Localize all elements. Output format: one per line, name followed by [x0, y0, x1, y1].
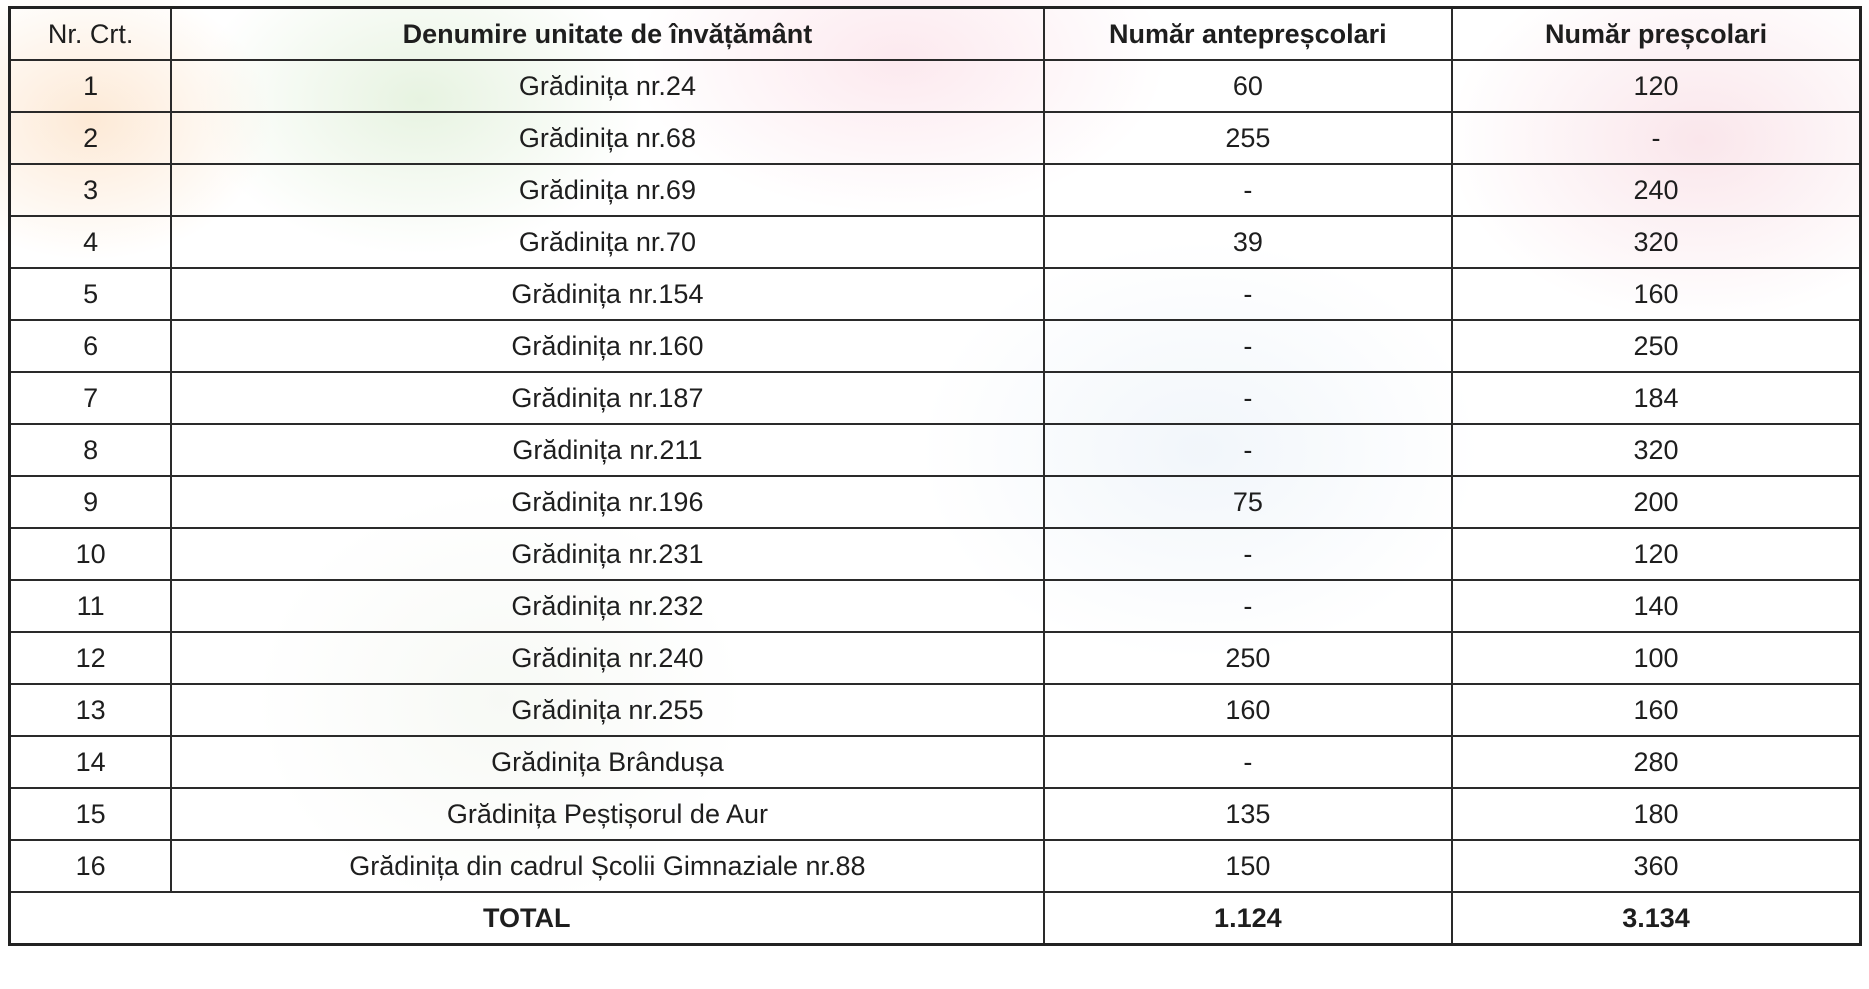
table-row: 12 Grădinița nr.240 250 100: [8, 631, 1862, 685]
cell-preschool: 100: [1451, 631, 1862, 685]
cell-nr: 2: [8, 111, 173, 165]
cell-antepreschool: 160: [1042, 683, 1454, 737]
cell-antepreschool: -: [1042, 735, 1454, 789]
table-row: 6 Grădinița nr.160-250: [8, 319, 1862, 373]
cell-nr: 14: [8, 735, 173, 789]
cell-name: Grădinița nr.154: [170, 267, 1045, 321]
cell-name: Grădinița nr.232: [170, 579, 1045, 633]
cell-name: Grădinița nr.69: [170, 163, 1045, 217]
header-preschool: Număr preșcolari: [1451, 6, 1862, 61]
cell-name: Grădinița nr.187: [170, 371, 1045, 425]
cell-antepreschool: 75: [1042, 475, 1454, 529]
cell-preschool: 200: [1451, 475, 1862, 529]
table-row: 9 Grădinița nr.196 75 200: [8, 475, 1862, 529]
cell-antepreschool: -: [1042, 527, 1454, 581]
table-row: 8 Grădinița nr.211-320: [8, 423, 1862, 477]
cell-name: Grădinița Brândușa: [170, 735, 1045, 789]
cell-name: Grădinița Peștișorul de Aur: [170, 787, 1045, 841]
cell-preschool: 240: [1451, 163, 1862, 217]
table-row: 10 Grădinița nr.231-120: [8, 527, 1862, 581]
cell-nr: 13: [8, 683, 173, 737]
cell-antepreschool: -: [1042, 371, 1454, 425]
cell-name: Grădinița nr.231: [170, 527, 1045, 581]
cell-name: Grădinița nr.68: [170, 111, 1045, 165]
cell-preschool: 160: [1451, 683, 1862, 737]
cell-nr: 12: [8, 631, 173, 685]
cell-nr: 1: [8, 59, 173, 113]
cell-name: Grădinița nr.196: [170, 475, 1045, 529]
table-row: 14 Grădinița Brândușa -280: [8, 735, 1862, 789]
cell-name: Grădinița nr.240: [170, 631, 1045, 685]
cell-preschool: 180: [1451, 787, 1862, 841]
table-row: 2 Grădinița nr.68 255-: [8, 111, 1862, 165]
cell-preschool: 160: [1451, 267, 1862, 321]
cell-antepreschool: 135: [1042, 787, 1454, 841]
table-row: 11 Grădinița nr.232-140: [8, 579, 1862, 633]
header-antepreschool: Număr antepreșcolari: [1042, 6, 1454, 61]
cell-name: Grădinița nr.70: [170, 215, 1045, 269]
cell-preschool: 140: [1451, 579, 1862, 633]
cell-nr: 7: [8, 371, 173, 425]
cell-name: Grădinița din cadrul Școlii Gimnaziale n…: [170, 839, 1045, 893]
total-antepreschool: 1.124: [1042, 891, 1454, 946]
cell-antepreschool: -: [1042, 163, 1454, 217]
cell-name: Grădinița nr.24: [170, 59, 1045, 113]
total-preschool: 3.134: [1451, 891, 1862, 946]
cell-antepreschool: 39: [1042, 215, 1454, 269]
cell-nr: 3: [8, 163, 173, 217]
cell-preschool: 120: [1451, 59, 1862, 113]
cell-name: Grădinița nr.160: [170, 319, 1045, 373]
table-row: 13 Grădinița nr.255 160 160: [8, 683, 1862, 737]
cell-nr: 10: [8, 527, 173, 581]
cell-name: Grădinița nr.255: [170, 683, 1045, 737]
cell-nr: 6: [8, 319, 173, 373]
cell-nr: 4: [8, 215, 173, 269]
cell-preschool: 320: [1451, 423, 1862, 477]
table-row: 7 Grădinița nr.187-184: [8, 371, 1862, 425]
cell-antepreschool: -: [1042, 579, 1454, 633]
header-row: Nr. Crt. Denumire unitate de învățământ …: [8, 6, 1862, 61]
cell-antepreschool: 60: [1042, 59, 1454, 113]
table-row: 3 Grădinița nr.69-240: [8, 163, 1862, 217]
cell-nr: 8: [8, 423, 173, 477]
table-row: 1 Grădinița nr.24 60 120: [8, 59, 1862, 113]
cell-antepreschool: 250: [1042, 631, 1454, 685]
cell-preschool: 280: [1451, 735, 1862, 789]
table-row: 16 Grădinița din cadrul Școlii Gimnaziale…: [8, 839, 1862, 893]
cell-antepreschool: 255: [1042, 111, 1454, 165]
total-label: TOTAL: [8, 891, 1045, 946]
cell-antepreschool: 150: [1042, 839, 1454, 893]
cell-name: Grădinița nr.211: [170, 423, 1045, 477]
table-row: 15 Grădinița Peștișorul de Aur 135 180: [8, 787, 1862, 841]
cell-nr: 9: [8, 475, 173, 529]
cell-preschool: -: [1451, 111, 1862, 165]
cell-antepreschool: -: [1042, 267, 1454, 321]
total-row: TOTAL 1.124 3.134: [8, 891, 1862, 946]
cell-preschool: 320: [1451, 215, 1862, 269]
cell-antepreschool: -: [1042, 319, 1454, 373]
cell-preschool: 250: [1451, 319, 1862, 373]
cell-preschool: 184: [1451, 371, 1862, 425]
header-nr: Nr. Crt.: [8, 6, 173, 61]
cell-nr: 11: [8, 579, 173, 633]
table-row: 5 Grădinița nr.154-160: [8, 267, 1862, 321]
cell-preschool: 120: [1451, 527, 1862, 581]
cell-nr: 16: [8, 839, 173, 893]
cell-nr: 5: [8, 267, 173, 321]
cell-preschool: 360: [1451, 839, 1862, 893]
cell-antepreschool: -: [1042, 423, 1454, 477]
kindergarten-table: Nr. Crt. Denumire unitate de învățământ …: [8, 6, 1862, 946]
header-name: Denumire unitate de învățământ: [170, 6, 1045, 61]
cell-nr: 15: [8, 787, 173, 841]
table-row: 4 Grădinița nr.70 39 320: [8, 215, 1862, 269]
